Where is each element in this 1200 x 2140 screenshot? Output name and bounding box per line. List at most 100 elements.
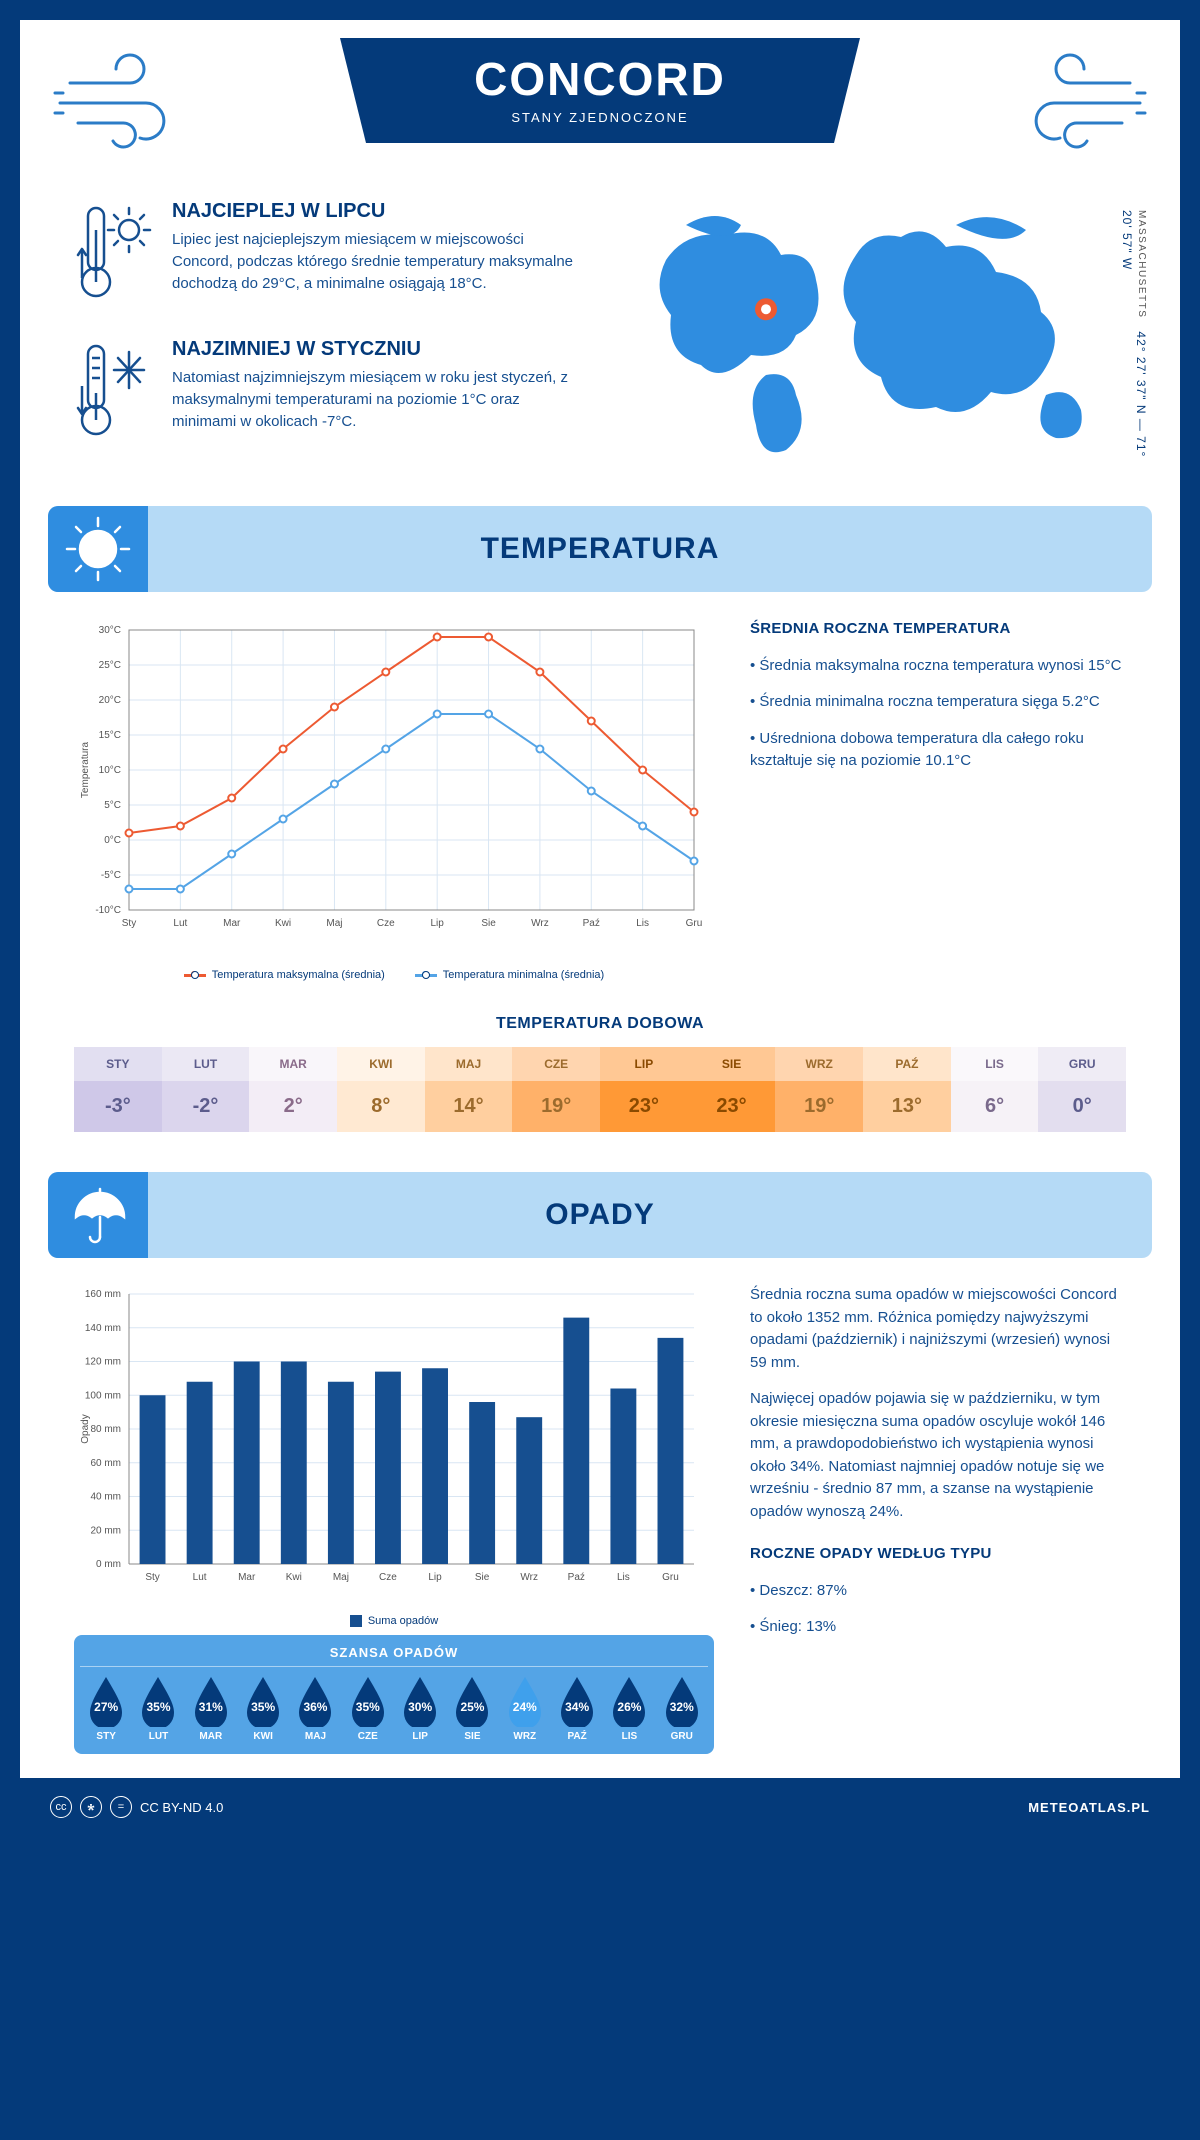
daily-temp-strip: STY-3°LUT-2°MAR2°KWI8°MAJ14°CZE19°LIP23°… (74, 1047, 1126, 1132)
svg-text:60 mm: 60 mm (90, 1458, 121, 1469)
svg-text:Maj: Maj (333, 1572, 349, 1583)
svg-text:Wrz: Wrz (531, 918, 549, 929)
legend-item: Temperatura maksymalna (średnia) (184, 969, 385, 981)
svg-text:Lis: Lis (636, 918, 649, 929)
svg-text:Kwi: Kwi (286, 1572, 302, 1583)
daily-temp-cell: STY-3° (74, 1047, 162, 1132)
daily-temp-cell: MAR2° (249, 1047, 337, 1132)
coldest-block: NAJZIMNIEJ W STYCZNIU Natomiast najzimni… (74, 338, 586, 448)
map-svg (626, 200, 1126, 460)
svg-text:30°C: 30°C (99, 625, 121, 636)
svg-text:25°C: 25°C (99, 660, 121, 671)
precip-paragraph: Najwięcej opadów pojawia się w październ… (750, 1388, 1130, 1523)
svg-text:Kwi: Kwi (275, 918, 291, 929)
state-label: MASSACHUSETTS (1136, 210, 1147, 318)
svg-text:Sty: Sty (122, 918, 136, 929)
svg-text:Wrz: Wrz (520, 1572, 538, 1583)
precip-type-item: • Deszcz: 87% (750, 1580, 1130, 1603)
svg-text:80 mm: 80 mm (90, 1424, 121, 1435)
svg-text:0 mm: 0 mm (96, 1559, 121, 1570)
svg-text:20°C: 20°C (99, 695, 121, 706)
precipitation-banner: OPADY (48, 1172, 1152, 1258)
svg-text:Sie: Sie (481, 918, 496, 929)
daily-temp-cell: LUT-2° (162, 1047, 250, 1132)
svg-text:Lut: Lut (193, 1572, 207, 1583)
svg-text:-5°C: -5°C (101, 870, 121, 881)
chance-drop: 24% WRZ (505, 1675, 545, 1742)
svg-text:Sie: Sie (475, 1572, 490, 1583)
coldest-title: NAJZIMNIEJ W STYCZNIU (172, 338, 586, 361)
coordinates-label: MASSACHUSETTS 42° 27' 37" N — 71° 20' 57… (1120, 210, 1148, 476)
site-label: METEOATLAS.PL (1028, 1800, 1150, 1815)
daily-temp-cell: PAŹ13° (863, 1047, 951, 1132)
by-icon: 🞲 (80, 1796, 102, 1818)
svg-text:Gru: Gru (662, 1572, 679, 1583)
header: CONCORD STANY ZJEDNOCZONE (20, 20, 1180, 200)
svg-text:Cze: Cze (377, 918, 395, 929)
thermometer-sun-icon (74, 200, 154, 310)
chance-drop: 35% LUT (138, 1675, 178, 1742)
legend-item: Temperatura minimalna (średnia) (415, 969, 604, 981)
temperature-banner-label: TEMPERATURA (481, 532, 720, 565)
chance-drop: 31% MAR (191, 1675, 231, 1742)
nd-icon: = (110, 1796, 132, 1818)
cc-icon: cc (50, 1796, 72, 1818)
precip-paragraph: Średnia roczna suma opadów w miejscowośc… (750, 1284, 1130, 1374)
precipitation-text: Średnia roczna suma opadów w miejscowośc… (750, 1284, 1130, 1754)
svg-text:15°C: 15°C (99, 730, 121, 741)
svg-text:20 mm: 20 mm (90, 1525, 121, 1536)
precipitation-row: 0 mm20 mm40 mm60 mm80 mm100 mm120 mm140 … (20, 1284, 1180, 1778)
svg-text:120 mm: 120 mm (85, 1357, 121, 1368)
temperature-row: -10°C-5°C0°C5°C10°C15°C20°C25°C30°CStyLu… (20, 618, 1180, 1005)
country-subtitle: STANY ZJEDNOCZONE (340, 110, 860, 125)
daily-temp-cell: LIP23° (600, 1047, 688, 1132)
chance-box: SZANSA OPADÓW 27% STY 35% LUT 31% MAR 35… (74, 1635, 714, 1754)
svg-text:-10°C: -10°C (95, 905, 121, 916)
daily-temp-cell: MAJ14° (425, 1047, 513, 1132)
license-label: CC BY-ND 4.0 (140, 1800, 223, 1815)
coldest-text: Natomiast najzimniejszym miesiącem w rok… (172, 367, 586, 432)
svg-text:Mar: Mar (223, 918, 241, 929)
svg-text:Lis: Lis (617, 1572, 630, 1583)
svg-text:Temperatura: Temperatura (80, 741, 91, 798)
chance-drop: 35% CZE (348, 1675, 388, 1742)
precip-type-title: ROCZNE OPADY WEDŁUG TYPU (750, 1543, 1130, 1566)
location-marker-icon (755, 298, 777, 320)
wind-icon (1010, 48, 1150, 163)
daily-temp-cell: KWI8° (337, 1047, 425, 1132)
svg-text:40 mm: 40 mm (90, 1492, 121, 1503)
annual-bullet: • Średnia minimalna roczna temperatura s… (750, 691, 1130, 714)
footer: cc 🞲 = CC BY-ND 4.0 METEOATLAS.PL (20, 1778, 1180, 1836)
svg-text:Opady: Opady (80, 1414, 91, 1443)
svg-text:10°C: 10°C (99, 765, 121, 776)
wind-icon (50, 48, 190, 163)
thermometer-snow-icon (74, 338, 154, 448)
chance-drop: 34% PAŹ (557, 1675, 597, 1742)
svg-text:Paź: Paź (568, 1572, 585, 1583)
svg-text:100 mm: 100 mm (85, 1390, 121, 1401)
sun-icon (48, 506, 148, 592)
title-band: CONCORD STANY ZJEDNOCZONE (340, 38, 860, 143)
annual-bullet: • Uśredniona dobowa temperatura dla całe… (750, 728, 1130, 773)
precip-legend-label: Suma opadów (368, 1615, 438, 1627)
chance-drop: 26% LIS (609, 1675, 649, 1742)
svg-text:Maj: Maj (326, 918, 342, 929)
chance-drop: 35% KWI (243, 1675, 283, 1742)
svg-text:0°C: 0°C (104, 835, 121, 846)
daily-temp-title: TEMPERATURA DOBOWA (20, 1015, 1180, 1033)
annual-bullet: • Średnia maksymalna roczna temperatura … (750, 655, 1130, 678)
infographic-page: CONCORD STANY ZJEDNOCZONE NAJCIEPLEJ W L… (20, 20, 1180, 1836)
svg-text:Lip: Lip (431, 918, 445, 929)
svg-text:Lut: Lut (173, 918, 187, 929)
svg-text:Lip: Lip (428, 1572, 442, 1583)
temperature-annual-text: ŚREDNIA ROCZNA TEMPERATURA • Średnia mak… (750, 618, 1130, 981)
precip-legend: Suma opadów (74, 1615, 714, 1627)
svg-text:Gru: Gru (686, 918, 703, 929)
annual-temp-title: ŚREDNIA ROCZNA TEMPERATURA (750, 618, 1130, 641)
svg-text:Paź: Paź (583, 918, 600, 929)
svg-text:Sty: Sty (145, 1572, 159, 1583)
temperature-chart: -10°C-5°C0°C5°C10°C15°C20°C25°C30°CStyLu… (74, 618, 714, 981)
license: cc 🞲 = CC BY-ND 4.0 (50, 1796, 223, 1818)
city-title: CONCORD (340, 52, 860, 106)
svg-text:Mar: Mar (238, 1572, 256, 1583)
